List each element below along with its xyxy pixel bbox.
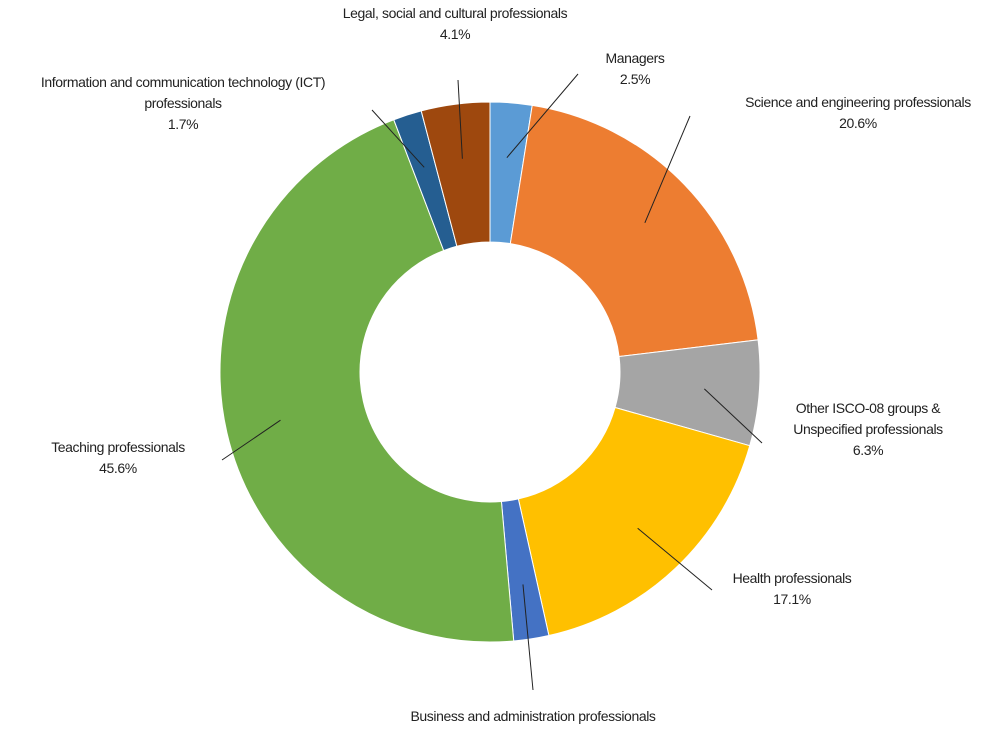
leader-line <box>371 109 425 168</box>
value-label: 20.6% <box>839 115 877 131</box>
category-name: Science and engineering professionals <box>745 94 971 110</box>
category-name: Health professionals <box>732 570 852 586</box>
value-label: 1.7% <box>167 116 199 132</box>
slice-label: Health professionals 17.1% <box>692 568 892 610</box>
value-label: 4.1% <box>439 26 471 42</box>
leader-line <box>457 79 463 159</box>
category-name: Other ISCO-08 groups & Unspecified profe… <box>793 400 943 437</box>
category-name: Business and administration professional… <box>410 708 656 724</box>
leader-line <box>506 73 579 158</box>
category-name: Teaching professionals <box>51 439 185 455</box>
category-name: Managers <box>605 50 665 66</box>
leader-line <box>703 388 763 444</box>
leader-line <box>637 527 713 591</box>
slice-label: Other ISCO-08 groups & Unspecified profe… <box>763 398 973 461</box>
slice-label: Business and administration professional… <box>363 706 703 727</box>
leader-line <box>522 584 534 691</box>
slice <box>509 104 759 358</box>
value-label: 2.5% <box>619 71 651 87</box>
slice-label: Teaching professionals 45.6% <box>18 437 218 479</box>
slice-label: Science and engineering professionals 20.… <box>698 92 1006 134</box>
slice <box>219 119 515 643</box>
slice <box>420 101 491 247</box>
leader-line <box>221 419 281 461</box>
category-name: Information and communication technology… <box>40 74 326 111</box>
slice-label: Information and communication technology… <box>11 72 356 135</box>
value-label: 45.6% <box>99 460 137 476</box>
value-label: 6.3% <box>852 442 884 458</box>
category-name: Legal, social and cultural professionals <box>342 5 568 21</box>
value-label: 17.1% <box>773 591 811 607</box>
slice-label: Legal, social and cultural professionals… <box>290 3 620 45</box>
slice-label: Managers 2.5% <box>555 48 715 90</box>
leader-line <box>644 115 691 224</box>
slice <box>517 406 751 637</box>
